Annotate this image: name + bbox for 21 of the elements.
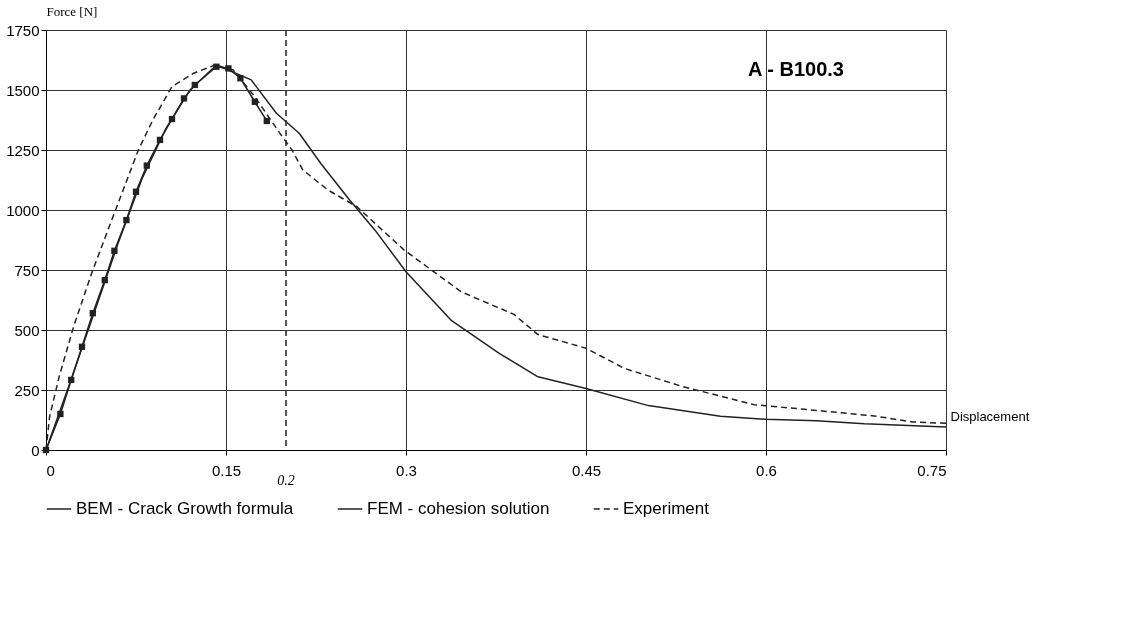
ref-line-label: 0.2	[277, 473, 295, 488]
x-tick-label: 0	[46, 461, 55, 479]
x-tick-label: 0.75	[917, 461, 947, 479]
y-axis-title: Force [N]	[46, 3, 98, 19]
legend-label: BEM - Crack Growth formula	[76, 499, 294, 518]
y-tick-label: 1750	[6, 21, 40, 39]
x-tick-label: 0.15	[211, 461, 242, 479]
y-tick-label: 1500	[6, 81, 40, 99]
x-axis-title: Displacement	[950, 408, 1030, 424]
y-tick-label: 500	[14, 321, 40, 339]
annotation: A - B100.3	[748, 58, 844, 80]
y-tick-label: 1250	[6, 141, 40, 159]
x-tick-label: 0.3	[396, 461, 417, 479]
x-tick-label: 0.45	[571, 461, 602, 479]
y-tick-label: 0	[31, 441, 40, 459]
x-tick-label: 0.6	[756, 461, 777, 479]
y-tick-label: 1000	[6, 201, 40, 219]
legend-label: Experiment	[623, 499, 710, 518]
y-tick-label: 250	[14, 381, 40, 399]
y-tick-label: 750	[14, 261, 40, 279]
legend-label: FEM - cohesion solution	[367, 499, 550, 518]
